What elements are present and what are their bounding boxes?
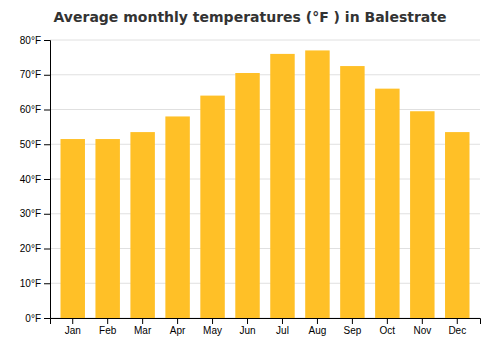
bar — [95, 139, 119, 318]
tick: 40°F — [20, 174, 50, 185]
tick: 30°F — [20, 208, 50, 219]
tick: 70°F — [20, 69, 50, 80]
tick-label: Dec — [448, 325, 466, 336]
tick: Sep — [343, 318, 361, 336]
tick-mark — [317, 318, 318, 324]
tick-mark — [44, 40, 50, 41]
tick-mark — [44, 318, 50, 319]
tick-mark — [282, 318, 283, 324]
tick-label: Sep — [343, 325, 361, 336]
chart: 0°F 10°F 20°F 30°F 40°F 50°F 60°F 70°F 80°F Jan Fe… — [0, 0, 500, 350]
tick-label: Feb — [99, 325, 117, 336]
tick-label: 0°F — [25, 313, 41, 324]
tick: Aug — [309, 318, 327, 336]
tick: 20°F — [20, 243, 50, 254]
y-axis: 0°F 10°F 20°F 30°F 40°F 50°F 60°F 70°F 80°F — [20, 35, 51, 324]
axis-line — [44, 41, 51, 319]
bar — [60, 139, 84, 318]
tick-label: Mar — [134, 325, 152, 336]
bar — [165, 116, 189, 318]
tick: May — [203, 318, 222, 336]
bar — [200, 96, 224, 318]
bar — [270, 54, 294, 318]
tick: Nov — [413, 318, 431, 336]
axis-line — [51, 319, 481, 325]
tick-label: Aug — [309, 325, 327, 336]
tick-label: Oct — [380, 325, 396, 336]
tick-label: 70°F — [20, 69, 41, 80]
tick-label: 40°F — [20, 174, 41, 185]
bar — [375, 89, 399, 318]
tick-label: Apr — [170, 325, 186, 336]
tick-label: 60°F — [20, 104, 41, 115]
tick-mark — [72, 318, 73, 324]
tick-mark — [422, 318, 423, 324]
tick-label: 80°F — [20, 35, 41, 46]
plot: 0°F 10°F 20°F 30°F 40°F 50°F 60°F 70°F 80°F Jan Fe… — [20, 35, 481, 336]
tick-mark — [247, 318, 248, 324]
tick: 10°F — [20, 278, 50, 289]
tick: Jul — [276, 318, 289, 336]
tick-mark — [44, 214, 50, 215]
grid — [50, 40, 480, 318]
tick: 0°F — [25, 313, 50, 324]
tick: Jun — [239, 318, 255, 336]
grid-line — [50, 40, 480, 41]
grid-line — [50, 109, 480, 110]
tick-label: Jun — [239, 325, 255, 336]
tick-mark — [457, 318, 458, 324]
tick-label: 10°F — [20, 278, 41, 289]
title: Average monthly temperatures (°F ) in Ba… — [54, 9, 447, 25]
tick-mark — [44, 144, 50, 145]
tick: Apr — [170, 318, 186, 336]
tick: Oct — [380, 318, 396, 336]
bars — [60, 50, 469, 318]
bar — [445, 132, 469, 318]
tick-label: Jan — [65, 325, 81, 336]
tick-mark — [352, 318, 353, 324]
tick-mark — [44, 110, 50, 111]
bar — [305, 50, 329, 318]
x-axis: Jan Feb Mar Apr May Jun Jul Aug Sep Oct Nov Dec — [51, 318, 481, 336]
grid-line — [50, 74, 480, 75]
bar — [130, 132, 154, 318]
bar — [410, 111, 434, 318]
tick-label: Nov — [413, 325, 431, 336]
tick-mark — [387, 318, 388, 324]
tick: 60°F — [20, 104, 50, 115]
tick-label: Jul — [276, 325, 289, 336]
tick: Jan — [65, 318, 81, 336]
tick: Mar — [134, 318, 152, 336]
tick: Feb — [99, 318, 117, 336]
tick: 50°F — [20, 139, 50, 150]
tick: Dec — [448, 318, 466, 336]
tick-mark — [44, 249, 50, 250]
tick-mark — [142, 318, 143, 324]
tick-mark — [44, 179, 50, 180]
tick-mark — [44, 283, 50, 284]
tick: 80°F — [20, 35, 50, 46]
tick-mark — [177, 318, 178, 324]
tick-label: 30°F — [20, 208, 41, 219]
bar — [340, 66, 364, 318]
tick-label: 50°F — [20, 139, 41, 150]
bar — [235, 73, 259, 318]
tick-mark — [107, 318, 108, 324]
tick-label: May — [203, 325, 222, 336]
tick-label: 20°F — [20, 243, 41, 254]
tick-mark — [44, 75, 50, 76]
tick-mark — [212, 318, 213, 324]
